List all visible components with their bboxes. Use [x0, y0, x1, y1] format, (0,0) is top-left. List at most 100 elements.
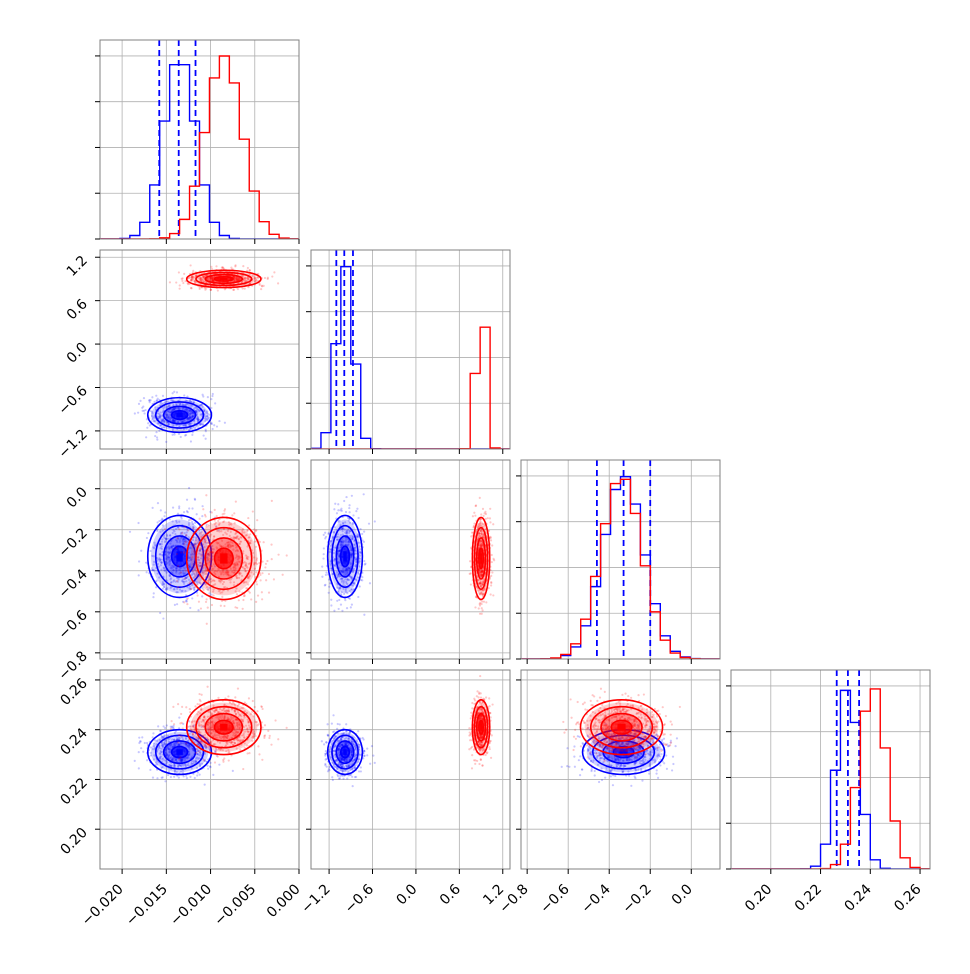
sample-point [183, 775, 185, 777]
sample-point [243, 595, 245, 597]
y-tick-label: 1.2 [64, 253, 91, 280]
sample-point [153, 592, 155, 594]
sample-point [216, 515, 218, 517]
sample-point [156, 521, 158, 523]
sample-point [363, 541, 365, 543]
sample-point [333, 610, 335, 612]
sample-point [324, 532, 326, 534]
sample-point [211, 395, 213, 397]
sample-point [352, 514, 354, 516]
sample-point [143, 410, 145, 412]
sample-point [182, 277, 184, 279]
sample-point [211, 604, 213, 606]
sample-point [164, 528, 166, 530]
sample-point [215, 265, 217, 267]
sample-point [147, 532, 149, 534]
sample-point [187, 597, 189, 599]
sample-point [328, 592, 330, 594]
sample-point [180, 571, 182, 573]
sample-point [192, 527, 194, 529]
sample-point [336, 512, 338, 514]
sample-point [156, 436, 158, 438]
sample-point [173, 776, 175, 778]
sample-point [197, 594, 199, 596]
sample-point [209, 766, 211, 768]
sample-point [487, 517, 489, 519]
sample-point [266, 560, 268, 562]
sample-point [234, 264, 236, 266]
y-tick-label: 0.0 [64, 340, 91, 367]
sample-point [173, 727, 175, 729]
sample-point [191, 434, 193, 436]
sample-point [155, 431, 157, 433]
sample-point [200, 607, 202, 609]
sample-point [338, 608, 340, 610]
sample-point [200, 528, 202, 530]
sample-point [144, 742, 146, 744]
density-peak [480, 553, 482, 563]
sample-point [363, 493, 365, 495]
sample-point [158, 520, 160, 522]
sample-point [358, 517, 360, 519]
sample-point [257, 594, 259, 596]
sample-point [210, 266, 212, 268]
sample-point [261, 572, 263, 574]
sample-point [236, 593, 238, 595]
sample-point [161, 518, 163, 520]
sample-point [334, 503, 336, 505]
sample-point [205, 601, 207, 603]
sample-point [263, 541, 265, 543]
sample-point [137, 412, 139, 414]
panel-1-0: −1.2−0.60.00.61.2 [55, 250, 299, 462]
sample-point [249, 592, 251, 594]
sample-point [217, 289, 219, 291]
sample-point [185, 541, 187, 543]
sample-point [255, 571, 257, 573]
sample-point [274, 719, 276, 721]
sample-point [473, 512, 475, 514]
sample-point [231, 514, 233, 516]
sample-point [207, 768, 209, 770]
sample-point [138, 737, 140, 739]
sample-point [330, 604, 332, 606]
sample-point [189, 582, 191, 584]
sample-point [261, 560, 263, 562]
sample-point [177, 513, 179, 515]
sample-point [176, 553, 178, 555]
sample-point [190, 543, 192, 545]
sample-point [222, 513, 224, 515]
sample-point [218, 420, 220, 422]
sample-point [210, 407, 212, 409]
sample-point [206, 623, 208, 625]
sample-point [175, 547, 177, 549]
sample-point [254, 541, 256, 543]
sample-point [177, 741, 179, 743]
sample-point [194, 522, 196, 524]
sample-point [470, 572, 472, 574]
sample-point [143, 397, 145, 399]
sample-point [183, 394, 185, 396]
sample-point [178, 717, 180, 719]
sample-point [180, 436, 182, 438]
sample-point [140, 747, 142, 749]
sample-point [152, 736, 154, 738]
sample-point [190, 588, 192, 590]
sample-point [474, 515, 476, 517]
sample-point [138, 574, 140, 576]
sample-point [346, 607, 348, 609]
sample-point [186, 510, 188, 512]
y-tick-label: −0.8 [55, 648, 90, 683]
sample-point [232, 770, 234, 772]
sample-point [271, 558, 273, 560]
sample-point [351, 495, 353, 497]
sample-point [173, 723, 175, 725]
sample-point [470, 583, 472, 585]
sample-point [184, 577, 186, 579]
sample-point [324, 584, 326, 586]
sample-point [163, 725, 165, 727]
sample-point [191, 507, 193, 509]
sample-point [481, 607, 483, 609]
histogram-red-2 [521, 479, 720, 659]
sample-point [478, 607, 480, 609]
sample-point [175, 281, 177, 283]
